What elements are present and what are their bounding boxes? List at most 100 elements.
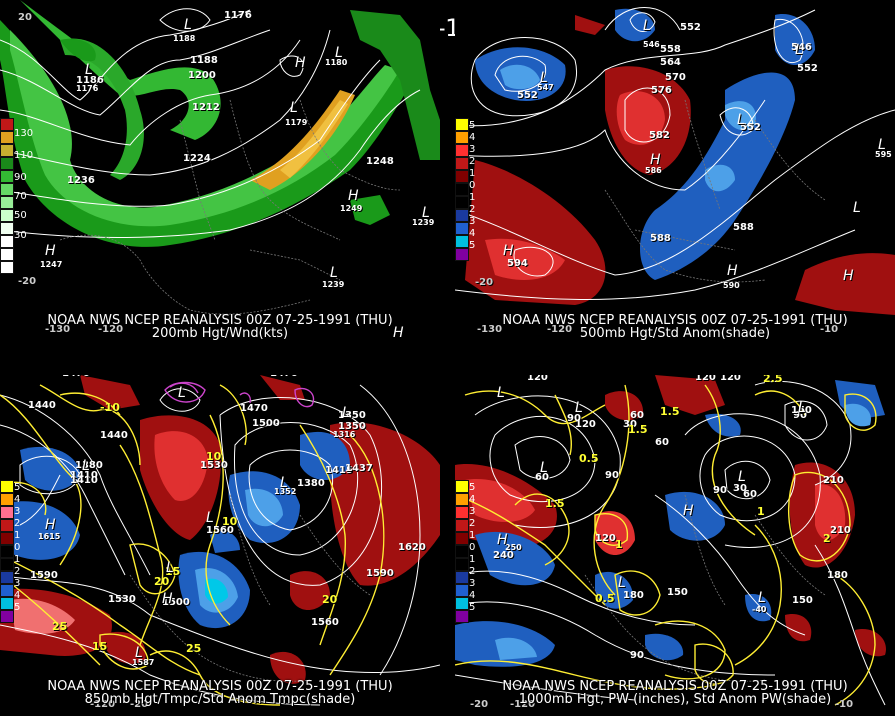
- contour-label: 1236: [67, 175, 95, 186]
- temp-label: 15: [165, 565, 181, 578]
- cb-label: 4: [469, 132, 476, 143]
- contour-label: 1212: [192, 102, 220, 113]
- lon-label: 20: [18, 12, 32, 23]
- contour-label: 552: [797, 63, 818, 74]
- contour-label: 1500: [162, 597, 190, 608]
- pw-label: 2: [823, 532, 831, 545]
- cb-label: 70: [14, 191, 27, 202]
- pw-label: 0.5: [595, 592, 615, 605]
- contour-label: 546: [791, 42, 812, 53]
- cb-label: 2: [469, 566, 476, 577]
- cb-label: 4: [469, 590, 476, 601]
- map-500mb: [455, 7, 895, 315]
- high-center: H: [45, 243, 56, 259]
- cb-label: 2: [469, 204, 476, 215]
- contour-label: 240: [493, 550, 514, 561]
- temp-label: 15: [92, 640, 108, 653]
- contour-label: 1615: [38, 532, 61, 541]
- contour-label: 594: [507, 258, 528, 269]
- contour-label: 180: [623, 590, 644, 601]
- panel-500mb: 5 4 3 2 1 0 1 2 3 4 5 552 547 564 558 57…: [455, 0, 895, 340]
- cb-label: 3: [469, 578, 476, 589]
- contour-label: 582: [649, 130, 670, 141]
- contour-label: 250: [505, 543, 522, 552]
- pw-label: 1: [757, 505, 765, 518]
- contour-label: 1186: [76, 75, 104, 86]
- contour-label: 1249: [340, 204, 363, 213]
- lon-label: -10: [835, 699, 854, 710]
- contour-label: 1176: [76, 84, 99, 93]
- cb-label: 1: [469, 192, 476, 203]
- contour-label: 120: [720, 375, 741, 383]
- high-center: H: [348, 188, 359, 204]
- contour-label: 564: [660, 57, 681, 68]
- cb-label: 4: [14, 590, 21, 601]
- contour-label: 150: [792, 595, 813, 606]
- contour-label: 180: [827, 570, 848, 581]
- low-center: L: [85, 62, 93, 78]
- lon-label: -120: [547, 324, 573, 335]
- low-center: L: [798, 400, 806, 416]
- cb-label: 0: [14, 542, 21, 553]
- high-center: H: [162, 591, 173, 607]
- contour-label: 552: [740, 122, 761, 133]
- cb-label: 50: [14, 210, 27, 221]
- contour-label: 1410: [70, 475, 98, 486]
- contour-label: 576: [651, 85, 672, 96]
- panel-200mb: 130 110 90 70 50 30 1176 1188 1200 1212 …: [0, 0, 440, 340]
- cb-label: 130: [14, 128, 34, 139]
- contour-label: 150: [667, 587, 688, 598]
- contour-label: 1179: [285, 118, 308, 127]
- cb-label: 2: [14, 518, 21, 529]
- contour-label: 1316: [333, 430, 356, 439]
- lon-label: -130: [477, 324, 503, 335]
- cb-label: 0: [469, 542, 476, 553]
- contour-label: 1176: [224, 10, 252, 21]
- low-center: L: [738, 469, 746, 485]
- contour-label: 90: [630, 650, 644, 661]
- contour-label: 1224: [183, 153, 211, 164]
- contour-label: 552: [517, 90, 538, 101]
- contour-label: 590: [723, 281, 740, 290]
- cb-label: 110: [14, 150, 34, 161]
- cb-label: 90: [14, 172, 27, 183]
- contour-label: 120: [527, 375, 548, 383]
- contour-label: 588: [650, 233, 671, 244]
- cb-label: 2: [469, 518, 476, 529]
- contour-label: 1410: [70, 470, 98, 481]
- contour-label: 1200: [188, 70, 216, 81]
- contour-label: 1352: [274, 487, 297, 496]
- contour-label: 546: [643, 40, 660, 49]
- low-center: L: [853, 200, 861, 216]
- pw-label: 1: [615, 538, 623, 551]
- contour-label: 90: [605, 470, 619, 481]
- contour-label: 1437: [345, 463, 373, 474]
- lon-label: -20: [18, 276, 37, 287]
- contour-label: 1188: [190, 55, 218, 66]
- low-center: L: [575, 400, 583, 416]
- cb-label: 0: [469, 180, 476, 191]
- contour-label: 1380: [75, 460, 103, 471]
- contour-label: 552: [680, 22, 701, 33]
- contour-label: 586: [645, 166, 662, 175]
- contour-label: 1590: [366, 568, 394, 579]
- lon-label: -120: [90, 699, 116, 710]
- cb-label: 3: [14, 578, 21, 589]
- colorbar-200mb: [0, 118, 14, 274]
- lon-label: -120: [510, 699, 536, 710]
- low-center: L: [135, 645, 143, 661]
- contour-label: 1560: [311, 617, 339, 628]
- contour-label: 30: [733, 483, 747, 494]
- pw-label: 1.5: [545, 497, 565, 510]
- cb-label: 5: [469, 602, 476, 613]
- cb-label: 30: [14, 230, 27, 241]
- contour-label: 1350: [338, 421, 366, 432]
- cb-label: 1: [14, 554, 21, 565]
- low-center: L: [540, 70, 548, 86]
- cb-label: 1: [469, 168, 476, 179]
- contour-label: 1560: [206, 525, 234, 536]
- low-center: L: [618, 575, 626, 591]
- temp-label: 25: [52, 620, 68, 633]
- contour-label: 570: [665, 72, 686, 83]
